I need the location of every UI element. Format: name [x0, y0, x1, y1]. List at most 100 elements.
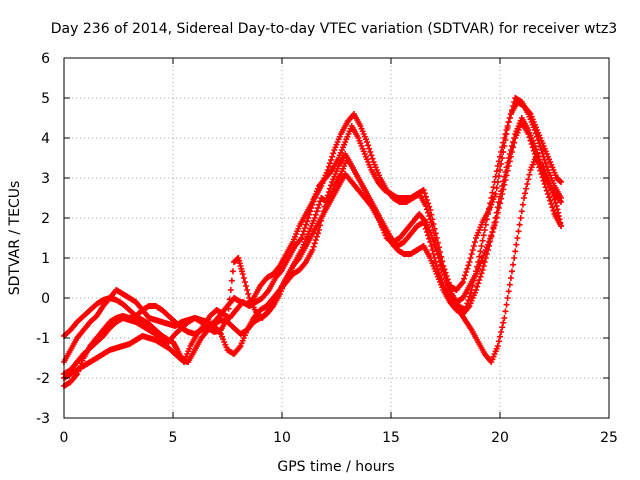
- data-point: [311, 215, 318, 221]
- data-point: [428, 243, 435, 249]
- data-point: [548, 201, 555, 207]
- y-tick-label: -3: [36, 411, 50, 427]
- data-point: [488, 233, 495, 240]
- plot-border: [63, 57, 610, 419]
- data-point: [499, 183, 506, 189]
- data-point: [544, 191, 551, 197]
- data-point: [510, 261, 517, 268]
- data-point: [479, 237, 486, 244]
- series-track-e: [61, 115, 565, 381]
- data-point: [482, 255, 489, 261]
- data-point: [508, 268, 515, 275]
- data-point: [493, 185, 500, 191]
- y-tick-label: 1: [41, 251, 50, 267]
- data-point: [316, 201, 323, 208]
- data-point: [477, 273, 484, 280]
- data-point: [515, 228, 522, 235]
- data-point: [523, 185, 530, 192]
- data-point: [445, 279, 452, 286]
- data-point: [480, 263, 487, 269]
- data-point: [497, 333, 503, 340]
- data-point: [506, 281, 513, 288]
- data-point: [526, 171, 533, 178]
- data-point: [328, 157, 335, 163]
- y-axis-ticks: -3 -2 -1 0 1 2 3 4 5 6: [36, 51, 609, 427]
- data-point: [462, 272, 469, 279]
- data-point: [540, 177, 547, 184]
- data-point: [503, 131, 510, 137]
- data-point: [476, 277, 483, 283]
- data-point: [425, 200, 432, 207]
- data-point: [541, 157, 548, 163]
- data-point: [421, 190, 428, 197]
- data-point: [430, 221, 437, 227]
- data-point: [487, 238, 494, 245]
- data-point: [534, 149, 541, 156]
- data-point: [535, 153, 542, 159]
- data-point: [536, 156, 543, 163]
- data-point: [421, 222, 428, 229]
- data-point: [466, 259, 473, 265]
- data-point: [364, 139, 371, 145]
- data-point: [464, 265, 471, 272]
- data-point: [511, 135, 518, 141]
- data-point: [550, 207, 557, 214]
- data-point: [465, 262, 472, 269]
- data-point: [490, 224, 497, 231]
- y-tick-label: 4: [41, 131, 50, 147]
- data-point: [492, 191, 499, 197]
- data-point: [494, 204, 501, 211]
- data-point: [543, 163, 550, 170]
- data-point: [241, 279, 248, 285]
- data-point: [558, 199, 565, 205]
- data-point: [309, 247, 316, 253]
- data-point: [433, 235, 440, 241]
- data-point: [492, 215, 499, 221]
- data-point: [531, 127, 538, 133]
- data-point: [499, 155, 506, 161]
- data-point: [505, 155, 512, 161]
- y-tick-label: -1: [36, 331, 50, 347]
- data-point: [507, 275, 514, 281]
- data-point: [229, 268, 236, 275]
- data-point: [504, 159, 511, 166]
- data-point: [429, 216, 436, 223]
- data-point: [549, 204, 556, 211]
- data-point: [459, 279, 466, 285]
- data-point: [489, 229, 496, 235]
- data-point: [543, 187, 550, 194]
- data-point: [324, 192, 331, 199]
- data-point: [539, 150, 546, 157]
- data-point: [501, 315, 508, 321]
- data-point: [500, 319, 507, 326]
- data-point: [500, 178, 507, 185]
- data-point: [525, 176, 532, 183]
- data-point: [519, 201, 526, 208]
- data-point: [493, 209, 500, 216]
- data-point: [507, 147, 514, 153]
- y-tick-label: 2: [41, 211, 50, 227]
- data-point: [477, 248, 484, 255]
- data-point: [312, 211, 319, 218]
- data-point: [506, 115, 513, 121]
- data-point: [426, 235, 433, 242]
- data-point: [558, 223, 565, 229]
- x-tick-label: 20: [491, 430, 509, 446]
- data-point: [537, 143, 544, 150]
- data-point: [423, 229, 430, 235]
- data-point: [483, 251, 490, 257]
- data-point: [468, 251, 475, 257]
- data-point: [243, 283, 250, 289]
- data-point: [466, 293, 473, 300]
- data-point: [489, 189, 496, 196]
- data-point: [494, 343, 501, 349]
- data-point: [502, 137, 509, 143]
- data-point: [514, 235, 521, 241]
- x-tick-label: 0: [60, 430, 69, 446]
- data-point: [300, 228, 307, 235]
- data-point: [368, 152, 375, 159]
- x-axis-title: GPS time / hours: [277, 459, 394, 475]
- data-point: [558, 179, 565, 185]
- data-point: [326, 160, 333, 167]
- data-point: [240, 275, 247, 281]
